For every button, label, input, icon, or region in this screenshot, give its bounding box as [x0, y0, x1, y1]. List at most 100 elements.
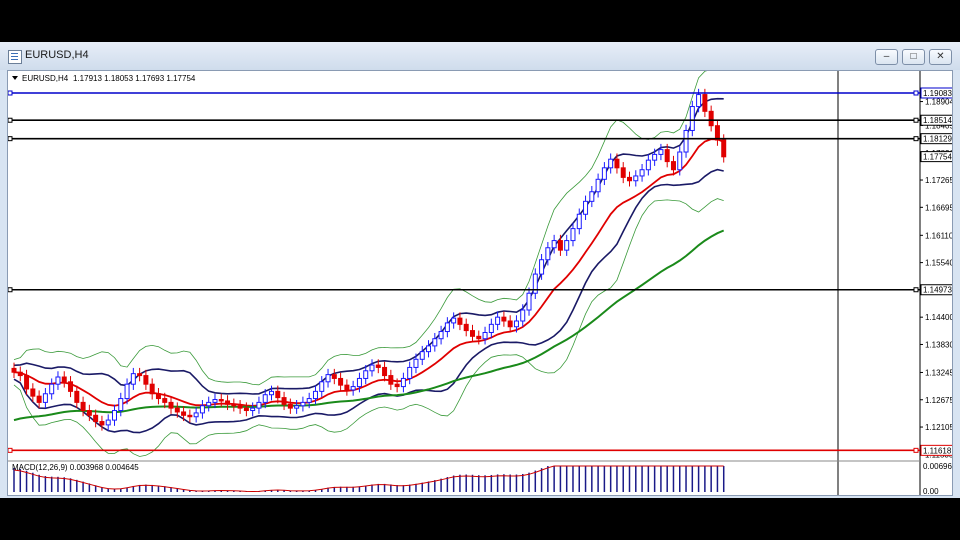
- header-ohlc: 1.17913 1.18053 1.17693 1.17754: [73, 74, 196, 83]
- candle-body: [269, 390, 275, 396]
- horizontal-levels[interactable]: 1.19083 1.18514 1.18129 1.14973 1.11618 1.177…: [8, 87, 952, 456]
- candle-body: [350, 386, 356, 391]
- header-dropdown-icon[interactable]: [12, 76, 18, 80]
- candle-body: [501, 316, 507, 322]
- level-handle-left[interactable]: [8, 447, 13, 453]
- level-price-label: 1.14973: [923, 286, 952, 295]
- candle-body: [658, 149, 664, 155]
- candle-body: [382, 366, 388, 377]
- candle-body: [130, 373, 136, 385]
- candle-body: [306, 398, 312, 403]
- candle-body: [652, 153, 658, 161]
- candle-body: [438, 331, 444, 340]
- candle-body: [601, 167, 607, 180]
- level-price-label-box: [920, 284, 952, 296]
- candle-body: [721, 139, 727, 158]
- level-handle-right[interactable]: [913, 90, 919, 96]
- candle-body: [93, 414, 99, 423]
- price-tick-label: 1.18405: [925, 121, 952, 130]
- level-handle-left[interactable]: [8, 117, 13, 123]
- candle-body: [407, 366, 413, 379]
- candle-body: [174, 407, 180, 413]
- candle-body: [639, 169, 645, 177]
- candle-body: [30, 388, 36, 397]
- candle-body: [356, 377, 362, 388]
- candle-body: [388, 375, 394, 385]
- candle-body: [413, 358, 419, 368]
- candle-body: [469, 330, 475, 337]
- maximize-button[interactable]: □: [902, 49, 925, 65]
- level-handle-right[interactable]: [913, 136, 919, 142]
- price-chart[interactable]: 1.189041.184051.178261.172651.166951.161…: [8, 71, 952, 495]
- candle-body: [551, 240, 557, 249]
- candle-body: [80, 401, 86, 412]
- level-price-label: 1.11618: [923, 446, 952, 455]
- candle-body: [36, 395, 42, 403]
- candle-body: [482, 331, 488, 340]
- chart-window-icon: [8, 50, 22, 64]
- macd-tick-label: 0.006968: [923, 462, 952, 471]
- candle-body: [664, 149, 670, 163]
- candle-body: [162, 398, 168, 403]
- candle-body: [702, 94, 708, 112]
- candle-body: [149, 383, 155, 395]
- level-price-label-box: [920, 444, 952, 456]
- macd-tick-label: 0.00: [923, 487, 939, 495]
- candle-body: [677, 151, 683, 171]
- candles: [11, 88, 727, 431]
- candle-body: [476, 335, 482, 340]
- candle-body: [513, 320, 519, 328]
- macd-signal-line: [13, 465, 724, 493]
- current-price-label: 1.17754: [923, 153, 952, 162]
- candle-body: [86, 410, 92, 416]
- candle-body: [294, 405, 300, 409]
- candle-body: [670, 161, 676, 171]
- candle-body: [187, 414, 193, 418]
- candle-body: [143, 375, 149, 385]
- bollinger-lower-band: [13, 198, 724, 457]
- candle-body: [595, 178, 601, 193]
- candle-body: [193, 412, 199, 418]
- chart-window: EURUSD,H4 – □ ✕ 1.189041.184051.178261.1…: [0, 42, 960, 498]
- slow-moving-average: [13, 229, 725, 422]
- candle-body: [520, 309, 526, 322]
- level-handle-right[interactable]: [913, 447, 919, 453]
- candle-body: [419, 351, 425, 360]
- price-tick-label: 1.17265: [925, 176, 952, 185]
- candle-body: [319, 381, 325, 392]
- candle-body: [218, 399, 224, 402]
- price-tick-label: 1.16695: [925, 203, 952, 212]
- level-price-label: 1.18129: [923, 135, 952, 144]
- candle-body: [576, 213, 582, 230]
- level-handle-right[interactable]: [913, 287, 919, 293]
- candle-body: [55, 376, 61, 385]
- chart-area[interactable]: 1.189041.184051.178261.172651.166951.161…: [7, 70, 953, 496]
- candle-body: [375, 364, 381, 368]
- candle-body: [325, 374, 331, 383]
- candle-body: [557, 240, 563, 251]
- window-titlebar[interactable]: EURUSD,H4 – □ ✕: [0, 42, 960, 70]
- candle-body: [206, 401, 212, 407]
- candle-body: [495, 316, 501, 325]
- candle-body: [155, 393, 161, 400]
- candle-body: [237, 405, 243, 409]
- price-tick-label: 1.13245: [925, 368, 952, 377]
- candle-body: [287, 403, 293, 409]
- candle-body: [363, 370, 369, 379]
- level-handle-left[interactable]: [8, 287, 13, 293]
- current-price-box: [920, 151, 952, 163]
- candle-body: [526, 292, 532, 311]
- candle-body: [74, 390, 80, 403]
- candle-body: [124, 383, 130, 400]
- candle-body: [426, 345, 432, 353]
- candle-body: [507, 320, 513, 328]
- chart-header: EURUSD,H4 1.17913 1.18053 1.17693 1.1775…: [12, 74, 196, 472]
- level-handle-right[interactable]: [913, 117, 919, 123]
- level-handle-left[interactable]: [8, 136, 13, 142]
- price-tick-label: 1.14400: [925, 313, 952, 322]
- close-button[interactable]: ✕: [929, 49, 952, 65]
- level-handle-left[interactable]: [8, 90, 13, 96]
- candle-body: [105, 419, 111, 426]
- minimize-button[interactable]: –: [875, 49, 898, 65]
- candle-body: [620, 167, 626, 178]
